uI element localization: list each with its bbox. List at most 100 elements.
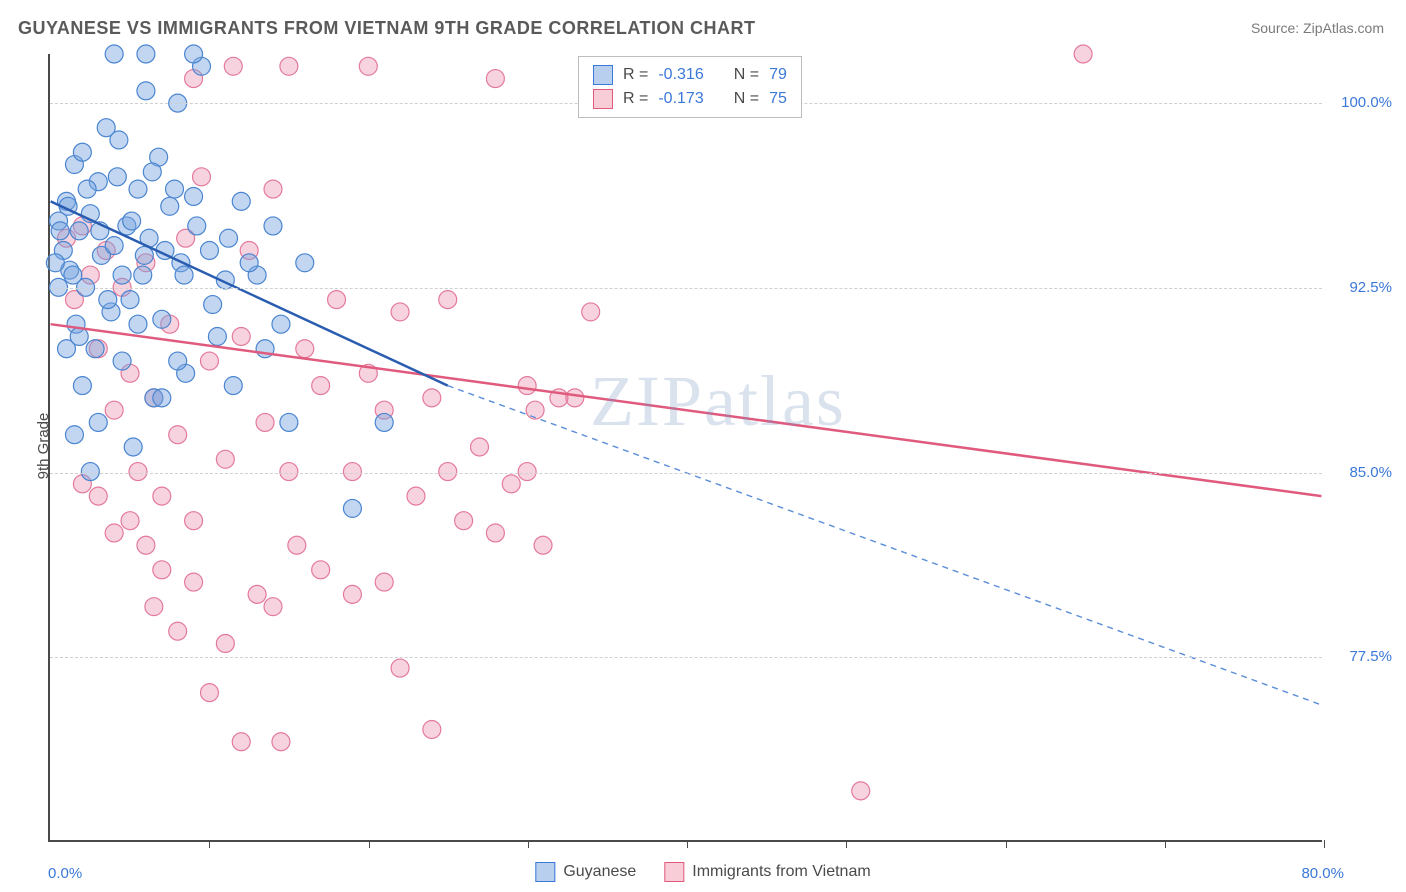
chart-container: GUYANESE VS IMMIGRANTS FROM VIETNAM 9TH … — [0, 0, 1406, 892]
x-tick — [369, 840, 370, 848]
data-point — [455, 512, 473, 530]
y-tick-label: 100.0% — [1341, 94, 1392, 111]
data-point — [486, 524, 504, 542]
data-point — [232, 192, 250, 210]
data-point — [439, 463, 457, 481]
data-point — [288, 536, 306, 554]
data-point — [200, 242, 218, 260]
data-point — [232, 327, 250, 345]
gridline — [50, 288, 1322, 289]
legend-n-label: N = — [734, 87, 759, 111]
data-point — [439, 291, 457, 309]
series-legend-item: Immigrants from Vietnam — [664, 862, 870, 882]
legend-r-label: R = — [623, 63, 648, 87]
data-point — [343, 499, 361, 517]
legend-n-value: 79 — [769, 63, 787, 87]
data-point — [566, 389, 584, 407]
series-legend-label: Guyanese — [563, 863, 636, 881]
data-point — [471, 438, 489, 456]
data-point — [169, 426, 187, 444]
source-label: Source: ZipAtlas.com — [1251, 20, 1384, 36]
data-point — [534, 536, 552, 554]
data-point — [224, 377, 242, 395]
data-point — [185, 187, 203, 205]
data-point — [137, 536, 155, 554]
x-tick — [209, 840, 210, 848]
data-point — [46, 254, 64, 272]
data-point — [113, 266, 131, 284]
data-point — [280, 463, 298, 481]
data-point — [51, 222, 69, 240]
data-point — [518, 377, 536, 395]
data-point — [105, 237, 123, 255]
data-point — [296, 340, 314, 358]
data-point — [153, 310, 171, 328]
data-point — [526, 401, 544, 419]
data-point — [70, 222, 88, 240]
legend-swatch — [593, 89, 613, 109]
x-tick — [528, 840, 529, 848]
data-point — [343, 585, 361, 603]
data-point — [129, 180, 147, 198]
data-point — [375, 413, 393, 431]
data-point — [264, 598, 282, 616]
data-point — [137, 82, 155, 100]
data-point — [145, 598, 163, 616]
data-point — [423, 389, 441, 407]
data-point — [185, 45, 203, 63]
x-tick — [1165, 840, 1166, 848]
data-point — [296, 254, 314, 272]
data-point — [143, 163, 161, 181]
series-legend: Guyanese Immigrants from Vietnam — [535, 862, 870, 882]
data-point — [185, 573, 203, 591]
data-point — [216, 450, 234, 468]
data-point — [518, 463, 536, 481]
data-point — [188, 217, 206, 235]
data-point — [852, 782, 870, 800]
data-point — [123, 212, 141, 230]
data-point — [272, 315, 290, 333]
data-point — [391, 303, 409, 321]
data-point — [175, 266, 193, 284]
data-point — [89, 413, 107, 431]
x-label-min: 0.0% — [48, 865, 82, 882]
data-point — [232, 733, 250, 751]
legend-n-value: 75 — [769, 87, 787, 111]
data-point — [328, 291, 346, 309]
series-legend-label: Immigrants from Vietnam — [692, 863, 870, 881]
data-point — [169, 622, 187, 640]
legend-r-label: R = — [623, 87, 648, 111]
gridline — [50, 473, 1322, 474]
legend-n-label: N = — [734, 63, 759, 87]
legend-swatch — [535, 862, 555, 882]
legend-swatch — [593, 65, 613, 85]
data-point — [153, 487, 171, 505]
data-point — [248, 585, 266, 603]
data-point — [280, 413, 298, 431]
data-point — [99, 291, 117, 309]
data-point — [1074, 45, 1092, 63]
data-point — [129, 315, 147, 333]
data-point — [105, 524, 123, 542]
data-point — [582, 303, 600, 321]
data-point — [73, 143, 91, 161]
data-point — [137, 45, 155, 63]
data-point — [134, 266, 152, 284]
data-point — [359, 57, 377, 75]
data-point — [129, 463, 147, 481]
data-point — [169, 352, 187, 370]
data-point — [70, 327, 88, 345]
x-tick — [1006, 840, 1007, 848]
data-point — [108, 168, 126, 186]
data-point — [502, 475, 520, 493]
data-point — [407, 487, 425, 505]
data-point — [280, 57, 298, 75]
data-point — [193, 168, 211, 186]
data-point — [121, 512, 139, 530]
trend-line — [51, 324, 1322, 496]
data-point — [264, 217, 282, 235]
data-point — [312, 561, 330, 579]
data-point — [110, 131, 128, 149]
data-point — [486, 70, 504, 88]
data-point — [73, 377, 91, 395]
